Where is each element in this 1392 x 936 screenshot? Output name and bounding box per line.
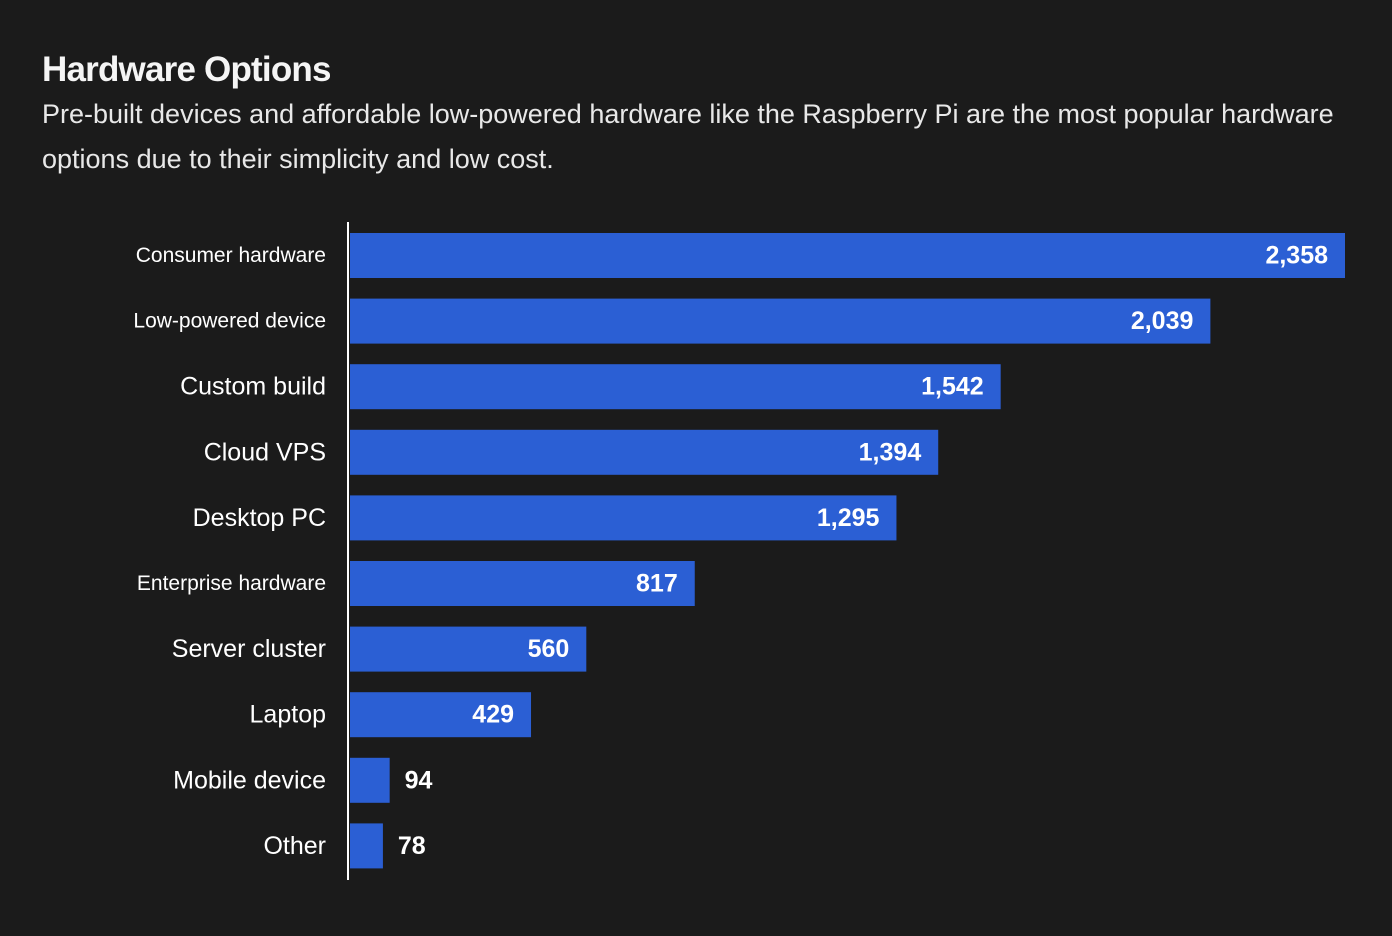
bar-enterprise-hardware xyxy=(350,561,695,606)
value-label: 78 xyxy=(398,832,426,860)
chart-subtitle: Pre-built devices and affordable low-pow… xyxy=(42,99,1334,174)
category-label: Low-powered device xyxy=(133,310,326,333)
category-label: Mobile device xyxy=(173,766,326,794)
category-label: Custom build xyxy=(180,373,326,401)
category-label: Cloud VPS xyxy=(204,438,326,466)
category-label: Server cluster xyxy=(172,635,326,663)
bar-cloud-vps xyxy=(350,429,939,475)
bar-laptop xyxy=(350,692,532,738)
category-label: Enterprise hardware xyxy=(137,572,326,595)
bar-mobile-device xyxy=(350,757,390,803)
value-label: 1,394 xyxy=(859,438,922,466)
bar-custom-build xyxy=(350,364,1001,410)
value-label: 2,358 xyxy=(1265,242,1328,270)
value-label: 1,542 xyxy=(921,373,984,401)
value-label: 429 xyxy=(472,701,514,729)
value-label: 1,295 xyxy=(817,504,880,532)
category-label: Laptop xyxy=(250,701,326,729)
category-label: Consumer hardware xyxy=(136,244,326,267)
category-label: Other xyxy=(263,832,326,860)
category-label: Desktop PC xyxy=(193,504,326,532)
chart-area: Consumer hardware 2,358 Low-powered device… xyxy=(0,220,1392,884)
bar-chart: Consumer hardware 2,358 Low-powered device… xyxy=(133,222,1345,880)
value-label: 560 xyxy=(528,635,570,663)
chart-header: Hardware Options Pre-built devices and a… xyxy=(42,48,1362,182)
bar-server-cluster xyxy=(350,626,587,672)
bar-other xyxy=(350,823,383,869)
bar-low-powered-device xyxy=(350,298,1211,344)
chart-title: Hardware Options xyxy=(42,50,331,89)
value-label: 94 xyxy=(405,766,433,794)
value-label: 817 xyxy=(636,570,678,598)
value-label: 2,039 xyxy=(1131,307,1194,335)
bar-consumer-hardware xyxy=(350,233,1345,278)
bar-desktop-pc xyxy=(350,495,897,541)
